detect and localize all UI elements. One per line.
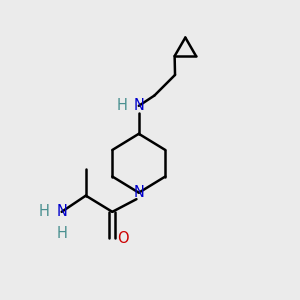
Text: H: H: [56, 226, 67, 242]
Text: N: N: [56, 204, 67, 219]
Text: N: N: [134, 98, 144, 113]
Text: H: H: [39, 204, 50, 219]
Text: H: H: [117, 98, 128, 113]
Text: N: N: [134, 185, 144, 200]
Text: O: O: [117, 231, 128, 246]
